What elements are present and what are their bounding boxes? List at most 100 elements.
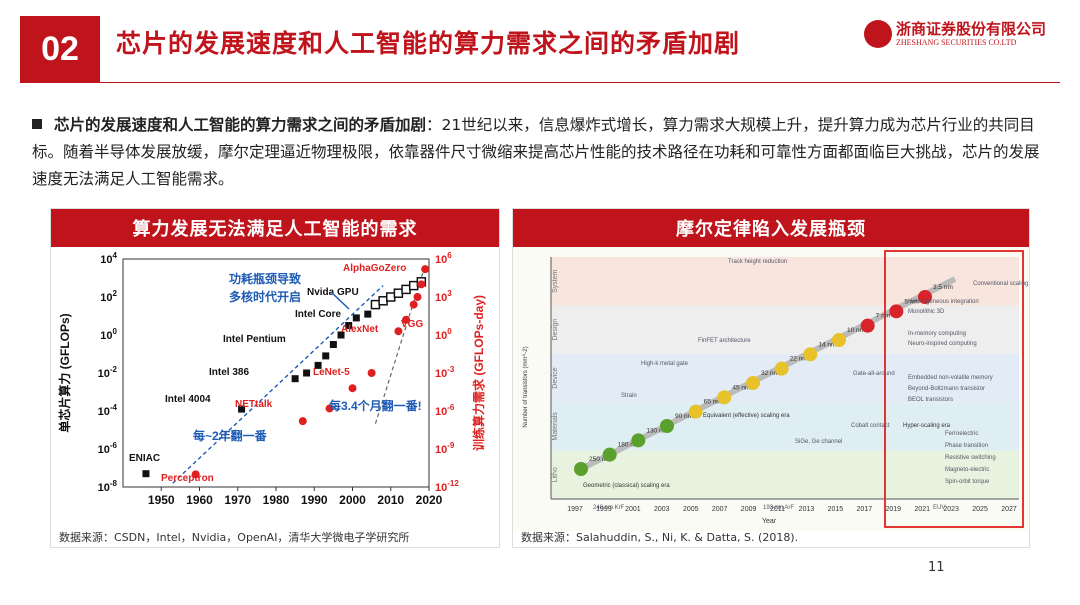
ai-point — [348, 384, 357, 393]
gpu-point — [408, 280, 419, 291]
node-label: 5 nm — [904, 298, 918, 305]
band-label: Device — [552, 367, 559, 389]
node-point — [717, 390, 732, 405]
ai-point — [325, 404, 334, 413]
figure-note: Beyond-Boltzmann transistor — [908, 386, 985, 392]
node-label: 10 nm — [847, 327, 865, 334]
ai-point — [367, 369, 376, 377]
node-point — [860, 318, 875, 333]
x-tick-label: 2020 — [416, 493, 443, 507]
gpu-point — [393, 288, 404, 298]
annotation-label: Intel Pentium — [223, 334, 286, 345]
band-bg — [551, 450, 1019, 499]
band-label: Materials — [552, 412, 559, 441]
body-text: ：21世纪以来，信息爆炸式增长，算力需求大规模上升，提升算力成为芯片行业的共同目… — [32, 116, 1040, 188]
node-label: 65 nm — [704, 399, 722, 406]
x-tick-label: 2023 — [943, 506, 959, 513]
annotation-label: AlphaGoZero — [343, 263, 406, 274]
x-axis-label: Year — [762, 518, 777, 525]
left-figure-panel: 算力发展无法满足人工智能的需求 1950 1960 1970 1980 1990 2000… — [50, 208, 500, 548]
figure-note: 248 nm KrF — [593, 505, 625, 511]
annotation-label: ENIAC — [129, 453, 160, 464]
chip-point — [337, 331, 345, 339]
right-source: 数据来源：Salahuddin, S., Ni, K. & Datta, S. … — [521, 531, 799, 544]
y-tick-label: 10-6 — [98, 441, 118, 456]
annotation-label: Intel Core — [295, 309, 342, 320]
ai-point — [417, 280, 426, 289]
figure-note: High-k metal gate — [641, 361, 689, 367]
node-point — [803, 347, 818, 362]
x-tick-label: 2010 — [377, 493, 404, 507]
x-tick-label: 1950 — [148, 493, 175, 507]
x-tick-label: 2003 — [654, 506, 670, 513]
x-tick-label: 2000 — [339, 493, 366, 507]
chip-point — [345, 322, 353, 329]
compute-chart: 1950 1960 1970 1980 1990 2000 2010 2020 10-8 10-6… — [57, 251, 486, 507]
x-tick-label: 2027 — [1001, 506, 1017, 513]
gpu-point — [370, 299, 381, 310]
figure-note: 193 nm ArF — [763, 505, 794, 511]
node-label: 3.5 nm — [933, 284, 953, 291]
x-tick-label: 1990 — [301, 493, 328, 507]
chip-point — [291, 375, 299, 383]
band-bg — [551, 257, 1019, 306]
y2-tick-label: 10-3 — [435, 365, 455, 380]
node-point — [688, 404, 703, 419]
y-axis-label: 单芯片算力 (GFLOPs) — [57, 313, 72, 432]
figure-note: Magneto-electric — [945, 467, 989, 473]
highlight-box — [884, 250, 1024, 528]
y-tick-label: 102 — [100, 289, 117, 304]
y2-tick-label: 100 — [435, 327, 452, 342]
logo-mark-icon — [864, 20, 892, 48]
x-tick-label: 2007 — [712, 506, 728, 513]
figure-note: Equivalent (effective) scaling era — [703, 413, 790, 419]
ai-point — [298, 417, 307, 426]
y2-tick-label: 10-6 — [435, 403, 455, 418]
x-tick-label: 2021 — [914, 506, 930, 513]
chip-point — [364, 310, 372, 318]
square-bullet-icon — [32, 119, 42, 129]
node-label: 14 nm — [818, 341, 836, 348]
x-tick-label: 2017 — [857, 506, 873, 513]
band-label: Design — [552, 319, 559, 341]
y2-tick-label: 106 — [435, 251, 452, 266]
figure-note: Hyper-scaling era — [903, 423, 951, 429]
node-point — [574, 462, 588, 476]
body-paragraph: 芯片的发展速度和人工智能的算力需求之间的矛盾加剧：21世纪以来，信息爆炸式增长，… — [32, 112, 1052, 193]
logo-cn-name: 浙商证券股份有限公司 — [896, 20, 1047, 38]
band-bg — [551, 305, 1019, 354]
node-label: 180 nm — [618, 442, 640, 449]
node-point — [832, 333, 846, 347]
x-tick-label: 1970 — [224, 493, 251, 507]
x-tick-label: 2009 — [741, 506, 757, 513]
annotation-label: AlexNet — [341, 324, 379, 335]
ai-point — [402, 315, 411, 324]
figure-note: Monolithic 3D — [908, 309, 945, 315]
figure-note: BEOL transistors — [908, 397, 953, 403]
node-point — [660, 419, 674, 433]
company-logo: 浙商证券股份有限公司 ZHESHANG SECURITIES CO.LTD — [864, 18, 1064, 54]
annotation-label: 多核时代开启 — [229, 289, 301, 304]
node-label: 32 nm — [761, 370, 779, 377]
annotation-label: VGG — [401, 319, 423, 330]
node-label: 7 nm — [876, 313, 890, 320]
figure-note: Heterogeneous integration — [908, 299, 979, 305]
figure-note: Cobalt contact — [851, 423, 890, 429]
annotation-arrow — [330, 291, 350, 310]
y-tick-label: 10-4 — [98, 403, 118, 418]
chip-point — [142, 470, 150, 478]
annotation-label: Perceptron — [161, 473, 214, 484]
node-point — [602, 447, 617, 462]
figure-note: Spin-orbit torque — [945, 479, 990, 485]
left-panel-heading: 算力发展无法满足人工智能的需求 — [51, 209, 499, 247]
y2-axis-label: 训练算力需求 (GFLOPs-day) — [471, 295, 486, 451]
annotation-label: Nvida GPU — [307, 287, 359, 298]
node-label: 250 nm — [589, 456, 611, 463]
figure-note: In-memory computing — [908, 331, 966, 337]
ai-point — [191, 470, 200, 479]
figure-note: Resistive switching — [945, 455, 996, 461]
annotation-label: Intel 4004 — [165, 394, 211, 405]
figure-note: Embedded non-volatile memory — [908, 375, 993, 381]
right-panel-heading: 摩尔定律陷入发展瓶颈 — [513, 209, 1029, 247]
